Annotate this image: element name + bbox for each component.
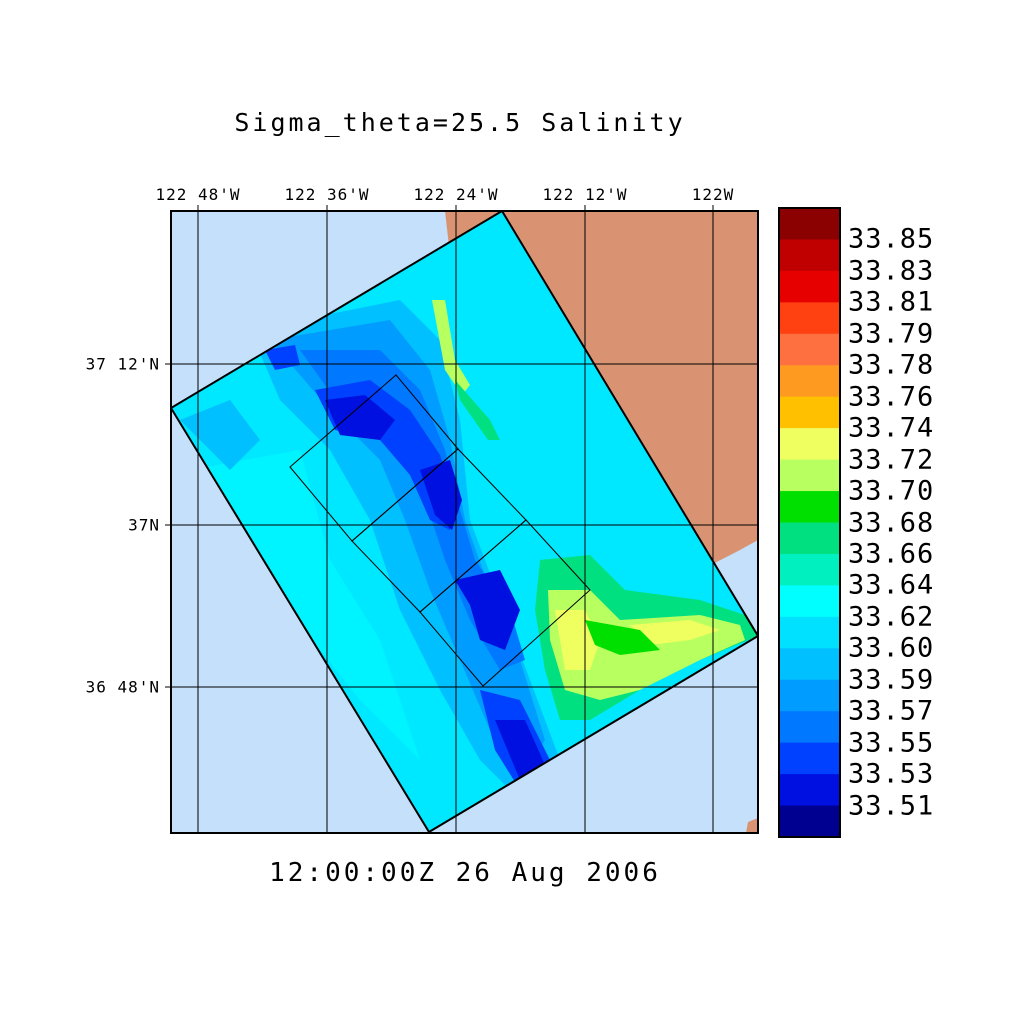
colorbar-label: 33.66	[848, 538, 935, 570]
lat-label-2: 37N	[128, 515, 160, 535]
colorbar-swatch	[779, 648, 840, 681]
colorbar-swatch	[779, 302, 840, 335]
map-title: Sigma_theta=25.5 Salinity	[234, 108, 686, 137]
colorbar-label: 33.74	[848, 412, 935, 444]
colorbar-label: 33.53	[848, 758, 935, 790]
colorbar-label: 33.85	[848, 223, 935, 255]
colorbar-label: 33.55	[848, 727, 935, 759]
colorbar-swatch	[779, 585, 840, 618]
colorbar-frame	[778, 207, 841, 838]
lon-label-1: 122 48'W	[155, 185, 241, 204]
lon-label-5: 122W	[691, 185, 735, 204]
lon-label-2: 122 36'W	[284, 185, 370, 204]
colorbar-label: 33.62	[848, 601, 935, 633]
colorbar-label: 33.72	[848, 444, 935, 476]
sub-boxes	[289, 374, 591, 687]
colorbar	[778, 207, 841, 838]
colorbar-swatch	[779, 553, 840, 586]
colorbar-swatch	[779, 774, 840, 807]
colorbar-label: 33.68	[848, 507, 935, 538]
axis-ticks	[165, 205, 714, 688]
lat-label-1: 37 12'N	[85, 354, 160, 374]
colorbar-swatch	[779, 491, 840, 523]
land-patch	[746, 818, 758, 833]
colorbar-swatch	[779, 270, 840, 303]
colorbar-label: 33.76	[848, 381, 935, 413]
colorbar-label: 33.51	[848, 790, 935, 822]
map-frame	[170, 210, 759, 834]
colorbar-swatch	[779, 805, 840, 838]
colorbar-label: 33.79	[848, 318, 935, 350]
colorbar-swatch	[779, 333, 840, 366]
colorbar-label: 33.60	[848, 632, 935, 664]
graticule	[171, 211, 758, 833]
colorbar-label: 33.83	[848, 255, 935, 287]
colorbar-swatch	[779, 239, 840, 272]
colorbar-swatch	[779, 679, 840, 712]
colorbar-swatch	[779, 522, 840, 555]
colorbar-swatch	[779, 742, 840, 775]
colorbar-swatch	[779, 396, 840, 429]
timestamp: 12:00:00Z 26 Aug 2006	[269, 858, 661, 888]
colorbar-label: 33.57	[848, 695, 935, 727]
colorbar-swatch	[779, 365, 840, 398]
colorbar-label: 33.70	[848, 475, 935, 507]
lon-label-3: 122 24'W	[413, 185, 499, 204]
colorbar-swatch	[779, 459, 840, 492]
lat-label-3: 36 48'N	[85, 677, 160, 697]
colorbar-label: 33.59	[848, 664, 935, 696]
lon-label-4: 122 12'W	[542, 185, 628, 204]
colorbar-label: 33.78	[848, 349, 935, 381]
colorbar-swatch	[779, 616, 840, 649]
colorbar-label: 33.64	[848, 569, 935, 601]
model-domain-outline	[171, 211, 758, 833]
colorbar-label: 33.81	[848, 286, 935, 318]
colorbar-swatch	[779, 428, 840, 461]
colorbar-swatch	[779, 711, 840, 744]
colorbar-swatch	[779, 208, 840, 240]
